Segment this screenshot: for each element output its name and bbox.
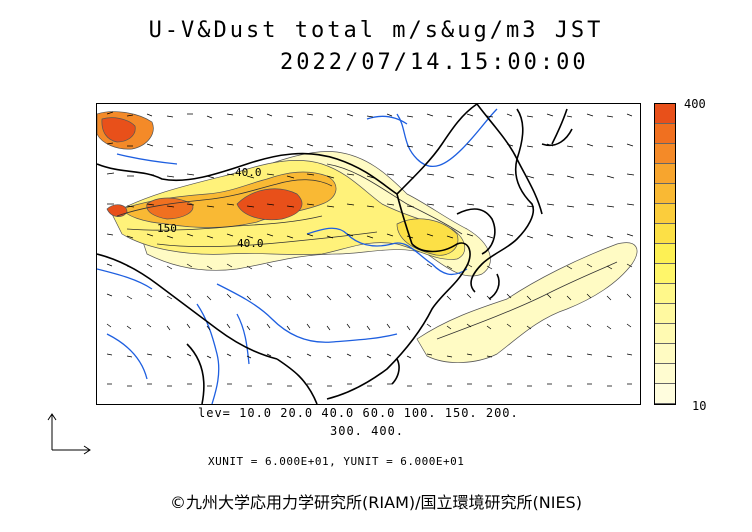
colorbar [654,103,676,405]
credit-text: ©九州大学応用力学研究所(RIAM)/国立環境研究所(NIES) [170,493,582,512]
colorbar-segment [655,384,675,404]
wind-vectors [106,111,635,387]
colorbar-segment [655,224,675,244]
colorbar-segment [655,264,675,284]
colorbar-segment [655,244,675,264]
dust-shading [97,111,638,363]
colorbar-segment [655,284,675,304]
rivers [97,108,498,404]
levels-line-2: 300. 400. [330,424,405,438]
plot-title: U-V&Dust total m/s&ug/m3 JST [148,18,604,43]
colorbar-segment [655,124,675,144]
japan [391,108,573,385]
colorbar-segment [655,184,675,204]
plot-datetime: 2022/07/14.15:00:00 [280,50,589,75]
colorbar-segment [655,104,675,124]
contour-label-2: 150 [157,222,177,235]
dust-map: 40.0 150 40.0 [96,103,641,405]
contour-label-3: 40.0 [237,237,264,250]
colorbar-segment [655,164,675,184]
contour-lines [116,163,618,340]
colorbar-segment [655,204,675,224]
axis-arrows-icon [47,413,91,455]
colorbar-segment [655,324,675,344]
colorbar-segment [655,304,675,324]
colorbar-segment [655,144,675,164]
colorbar-max-label: 400 [684,97,706,111]
levels-line-1: lev= 10.0 20.0 40.0 60.0 100. 150. 200. [198,406,519,420]
colorbar-segment [655,364,675,384]
units-line: XUNIT = 6.000E+01, YUNIT = 6.000E+01 [208,455,465,468]
colorbar-min-label: 10 [692,399,707,413]
colorbar-segment [655,344,675,364]
contour-label-1: 40.0 [235,166,262,179]
